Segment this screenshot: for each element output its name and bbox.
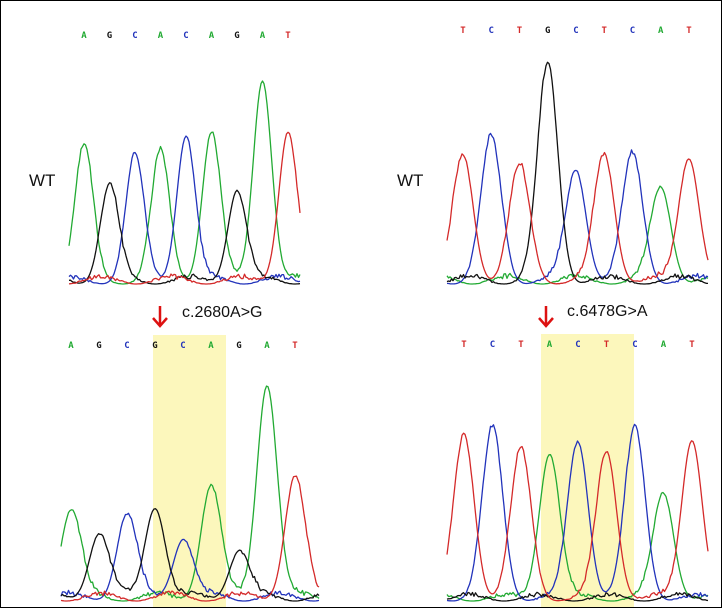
mutation-label-left: c.2680A>G (182, 304, 263, 321)
mutation-label-right: c.6478G>A (567, 303, 648, 320)
base-call: A (68, 341, 74, 351)
base-call: T (689, 340, 695, 350)
base-call: A (157, 31, 164, 41)
base-call: C (629, 26, 636, 36)
base-call: T (601, 26, 607, 36)
base-call: T (461, 340, 467, 350)
trace-T (446, 432, 709, 602)
base-call: T (516, 26, 523, 36)
wt-label-left: WT (29, 171, 56, 190)
arrow-down-icon-left (152, 306, 168, 328)
trace-G (68, 182, 301, 285)
base-call: T (285, 31, 291, 41)
base-call: C (183, 31, 189, 41)
arrow-down-icon-right (538, 306, 554, 328)
trace-T (60, 475, 320, 602)
base-call: G (545, 26, 551, 36)
trace-G (60, 508, 320, 602)
base-call: T (292, 341, 298, 351)
base-call: A (81, 31, 87, 41)
base-call: G (106, 31, 113, 41)
base-call: C (632, 340, 638, 350)
trace-C (446, 423, 709, 602)
base-call: G (234, 31, 240, 41)
base-call: C (124, 341, 130, 351)
trace-T (68, 131, 301, 285)
trace-G (446, 591, 709, 602)
trace-G (446, 61, 708, 285)
base-call: C (132, 31, 138, 41)
trace-T (446, 151, 709, 285)
base-call: A (208, 31, 215, 41)
trace-C (68, 135, 301, 285)
mutation-highlight (541, 334, 634, 607)
trace-C (60, 512, 320, 602)
base-call: A (546, 340, 553, 350)
base-call: G (96, 341, 102, 351)
base-call: T (686, 26, 692, 36)
base-call: T (603, 340, 610, 350)
base-call: T (460, 26, 466, 36)
base-call: A (660, 340, 667, 350)
base-call: T (518, 340, 524, 350)
base-call: A (259, 31, 266, 41)
trace-C (446, 132, 709, 285)
base-call: C (489, 340, 496, 350)
mutation-highlight (153, 335, 226, 607)
base-call: C (575, 340, 581, 350)
base-call: C (488, 26, 494, 36)
wt-label-right: WT (397, 171, 424, 190)
base-call: A (264, 341, 270, 351)
base-call: A (658, 26, 664, 36)
base-call: G (236, 341, 242, 351)
base-call: G (152, 341, 158, 351)
base-call: C (573, 26, 579, 36)
base-call: A (208, 341, 214, 351)
base-call: C (180, 341, 186, 351)
trace-A (446, 454, 709, 602)
